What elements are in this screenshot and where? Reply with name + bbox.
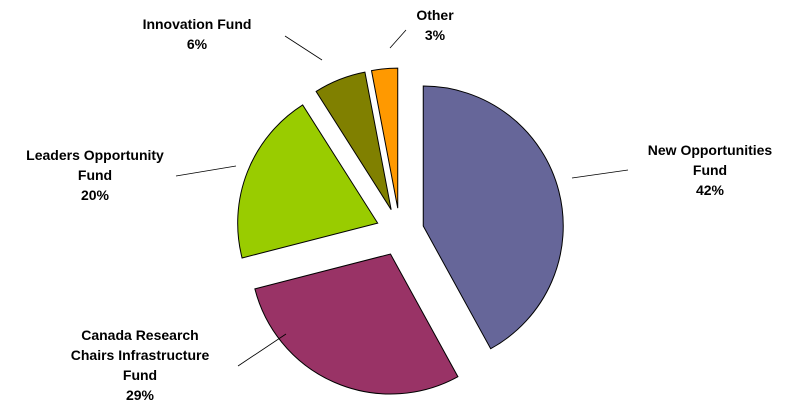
leader-line	[175, 165, 237, 177]
leader-line	[571, 169, 629, 179]
slice-name: New Opportunities Fund	[647, 142, 773, 178]
slice-name: Innovation Fund	[142, 16, 252, 32]
slice-name: Other	[416, 7, 454, 23]
slice-value: 42%	[695, 182, 725, 198]
slice-value: 20%	[80, 187, 110, 203]
slice-label: Innovation Fund 6%	[137, 14, 257, 54]
slice-label: Other 3%	[405, 5, 465, 45]
slice-label: New Opportunities Fund 42%	[640, 140, 780, 200]
leader-line	[284, 35, 323, 61]
slice-value: 29%	[125, 387, 155, 403]
pie-slice	[254, 253, 459, 395]
pie-slice	[237, 104, 379, 259]
slice-label: Canada Research Chairs Infrastructure Fu…	[60, 325, 220, 405]
slice-label: Leaders Opportunity Fund 20%	[20, 145, 170, 205]
pie-slice	[315, 71, 392, 210]
leader-line	[389, 29, 407, 49]
slice-name: Leaders Opportunity Fund	[26, 147, 164, 183]
pie-slice	[422, 85, 564, 350]
slice-value: 6%	[186, 36, 208, 52]
pie-slice	[370, 67, 399, 209]
slice-value: 3%	[424, 27, 446, 43]
leader-line	[237, 333, 287, 367]
slice-name: Canada Research Chairs Infrastructure Fu…	[70, 327, 210, 383]
